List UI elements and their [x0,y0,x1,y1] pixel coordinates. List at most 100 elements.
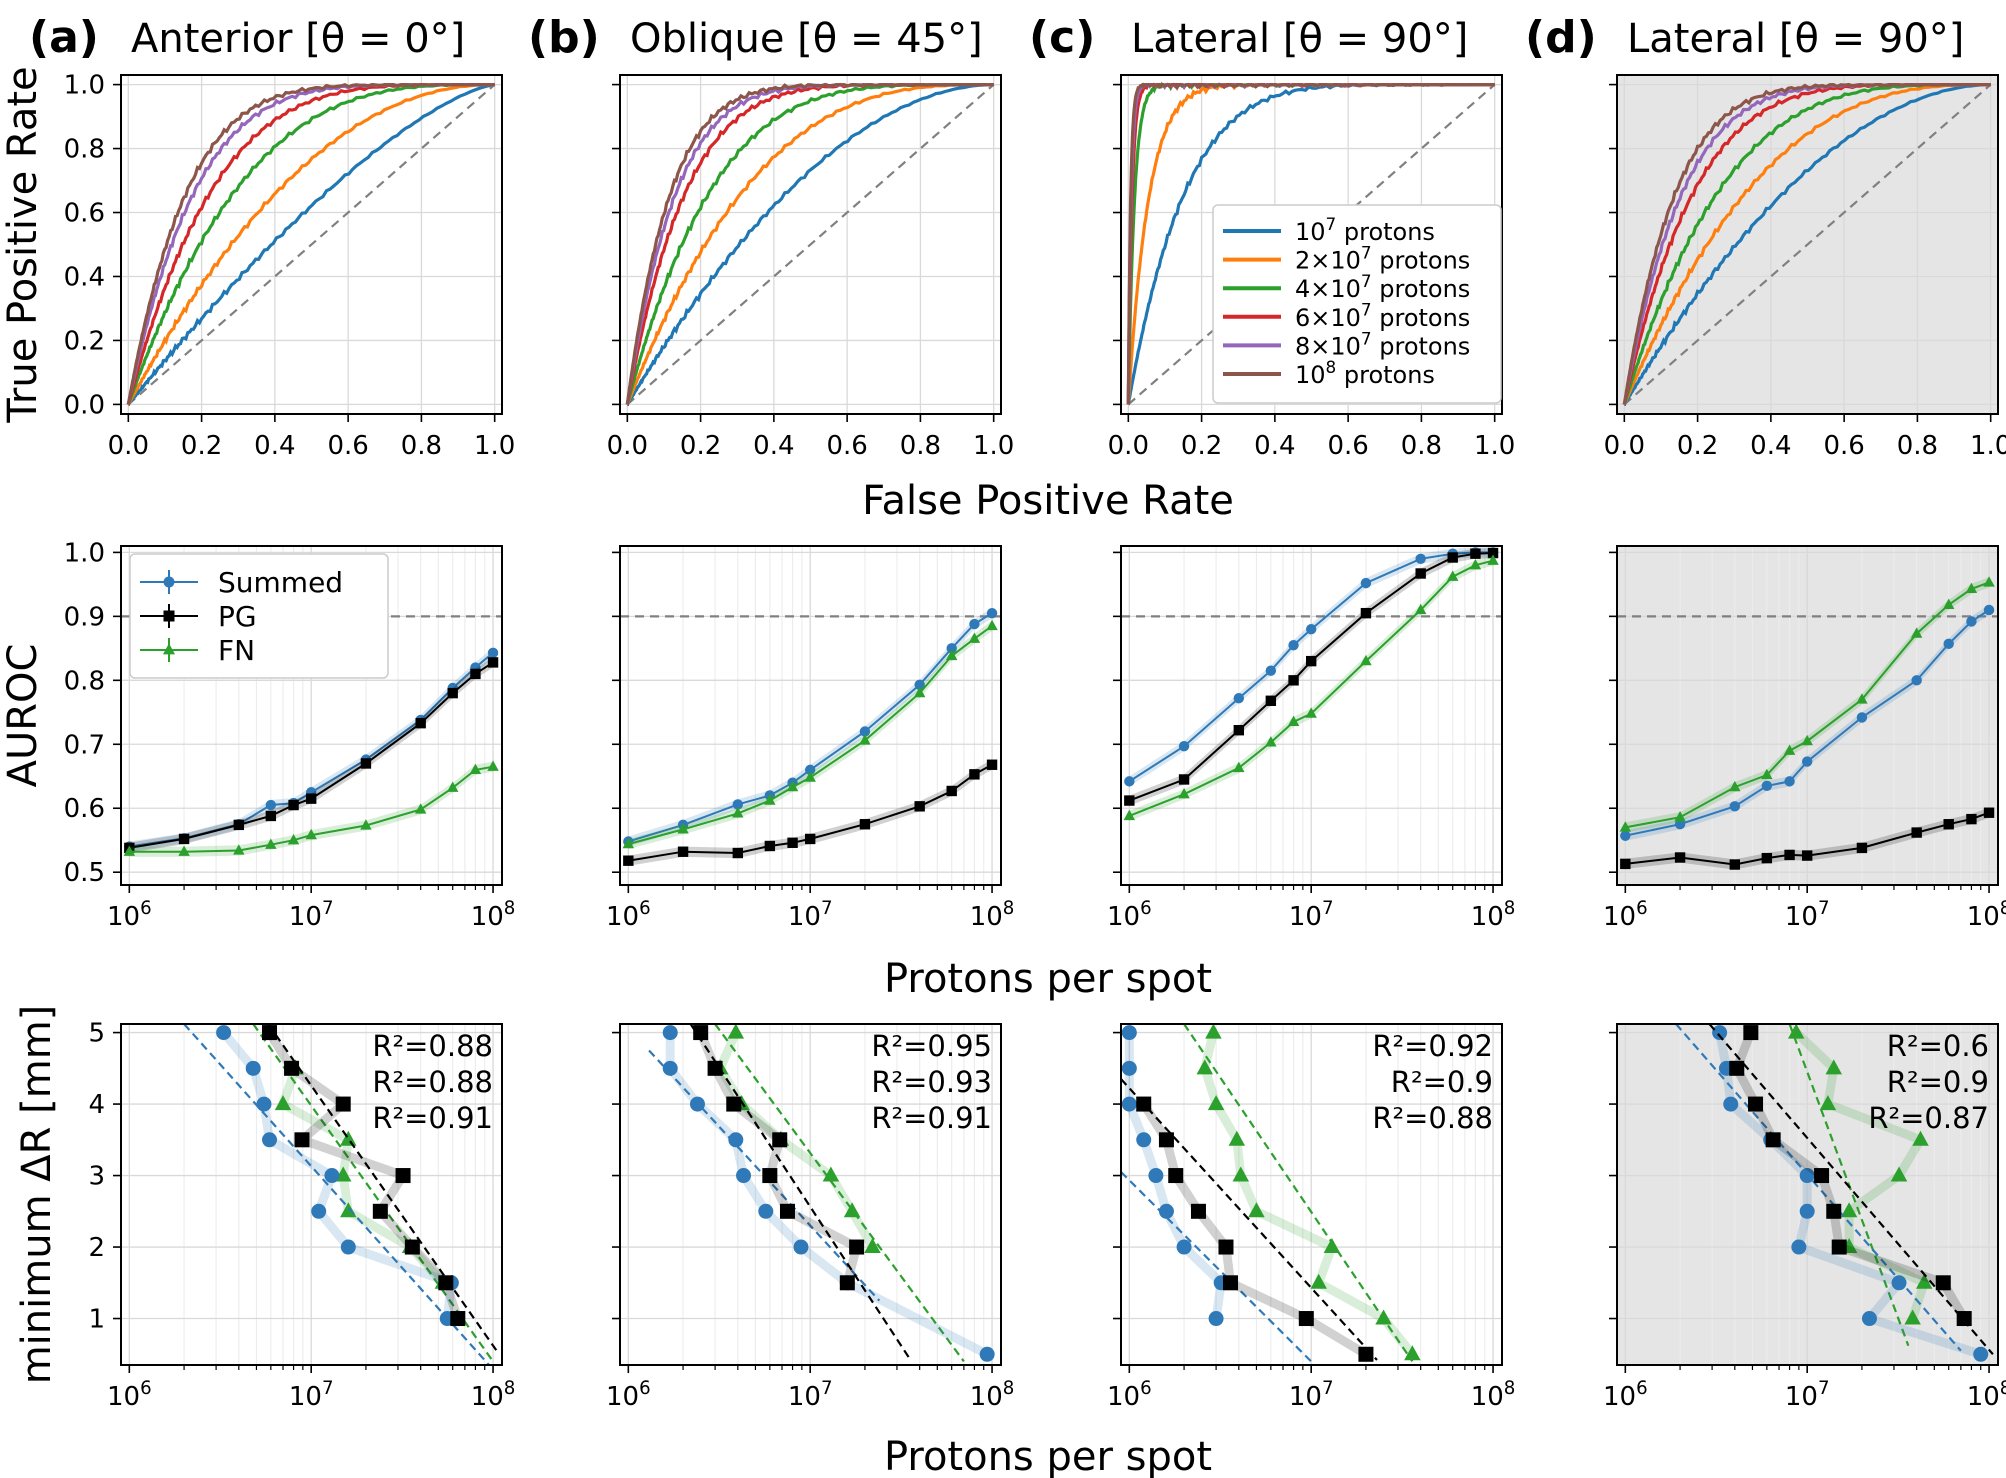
marker-triangle [1487,554,1499,565]
marker-square [1168,1168,1184,1184]
marker-triangle [1232,1166,1250,1182]
x-tick-label: 106 [1107,898,1152,932]
marker-circle [1121,1060,1137,1076]
x-tick-label: 107 [289,898,334,932]
marker-triangle [123,845,136,856]
marker-circle [1861,1311,1877,1327]
marker-square [1743,1025,1759,1041]
marker-square [265,810,277,822]
x-tick-label: 0.4 [1254,431,1295,461]
x-tick-label: 108 [1967,1378,2006,1412]
marker-circle [1729,801,1741,812]
marker-triangle [764,794,776,805]
marker-circle [804,764,816,776]
y-tick-label: 1.0 [64,71,105,101]
roc-curve [126,83,495,406]
marker-square [969,769,980,780]
marker-square [395,1168,411,1184]
legend-box [129,553,389,679]
y-tick-label: 0.8 [64,666,105,696]
legend-label: FN [218,634,255,667]
fit-line [1788,1024,1910,1347]
axes-frame [120,545,503,886]
marker-circle [662,1060,678,1076]
legend-label: PG [218,600,257,633]
y-tick-label: 0.4 [64,262,105,292]
marker-triangle [1983,576,1995,587]
marker-triangle [1825,1059,1843,1075]
x-tick-label: 107 [788,898,833,932]
x-tick-label: 107 [1289,1378,1334,1412]
axes-frame [120,1023,503,1366]
legend-label: 107 protons [1295,214,1435,246]
marker-circle [1620,830,1631,841]
marker-triangle [340,1130,357,1146]
marker-triangle [1761,768,1773,780]
roc-curve [625,82,994,406]
marker-triangle [1207,1095,1225,1111]
marker-square [1124,795,1135,806]
legend-box [1212,204,1502,404]
marker-square [779,1203,795,1219]
marker-square [233,819,245,831]
x-tick-label: 0.6 [1327,431,1368,461]
marker-circle [1305,623,1317,635]
marker-triangle [1360,654,1372,666]
roc-curve [625,83,994,406]
marker-square [470,668,481,680]
marker-square [1620,858,1631,870]
roc-curve [126,83,495,406]
marker-square [1136,1096,1152,1112]
marker-square [1856,842,1868,854]
fit-line [1675,1024,1962,1352]
x-tick-label: 106 [107,1378,152,1412]
marker-triangle [1801,734,1813,746]
marker-square [726,1096,742,1112]
marker-square [1761,852,1773,864]
x-tick-label: 106 [606,1378,651,1412]
x-tick-label: 108 [471,898,516,932]
fit-line [267,1024,501,1355]
axes-frame [619,74,1002,415]
fit-line [1708,1024,1994,1355]
marker-circle [946,643,957,654]
marker-triangle [913,686,926,698]
marker-circle [1856,712,1868,723]
axes-frame [120,74,503,415]
marker-triangle [233,844,245,855]
trend-band [1715,1031,1983,1359]
marker-triangle [287,833,300,845]
axes-frame [1120,74,1503,415]
marker-square [1178,774,1190,785]
marker-triangle [822,1166,840,1182]
marker-triangle [968,632,981,643]
marker-square [1956,1311,1972,1327]
marker-square [787,837,798,848]
marker-triangle [1856,693,1868,704]
roc-panel: 0.0 0.2 0.4 0.6 0.8 1.0 [607,74,1014,461]
marker-triangle [414,803,427,814]
x-tick-label: 0.2 [1181,431,1222,461]
marker-circle [986,607,998,619]
y-tick-label: 0.6 [64,199,105,229]
marker-circle [1158,1203,1174,1219]
marker-circle [914,679,925,690]
x-axis-label: False Positive Rate [862,478,1234,524]
legend-label: 8×107 protons [1295,328,1470,360]
marker-triangle [162,643,176,655]
marker-square [1729,859,1741,870]
marker-square [1447,552,1458,563]
marker-triangle [786,780,799,792]
marker-circle [1712,1025,1728,1041]
marker-circle [1784,776,1795,787]
r-squared-label: R²=0.88 [372,1065,493,1099]
marker-circle [728,1132,744,1148]
marker-triangle [305,828,317,840]
x-tick-label: 0.2 [680,431,721,461]
marker-square [732,847,744,859]
x-tick-label: 106 [1603,898,1648,932]
marker-circle [1674,819,1686,830]
marker-circle [1288,639,1299,651]
fit-line [252,1024,494,1363]
